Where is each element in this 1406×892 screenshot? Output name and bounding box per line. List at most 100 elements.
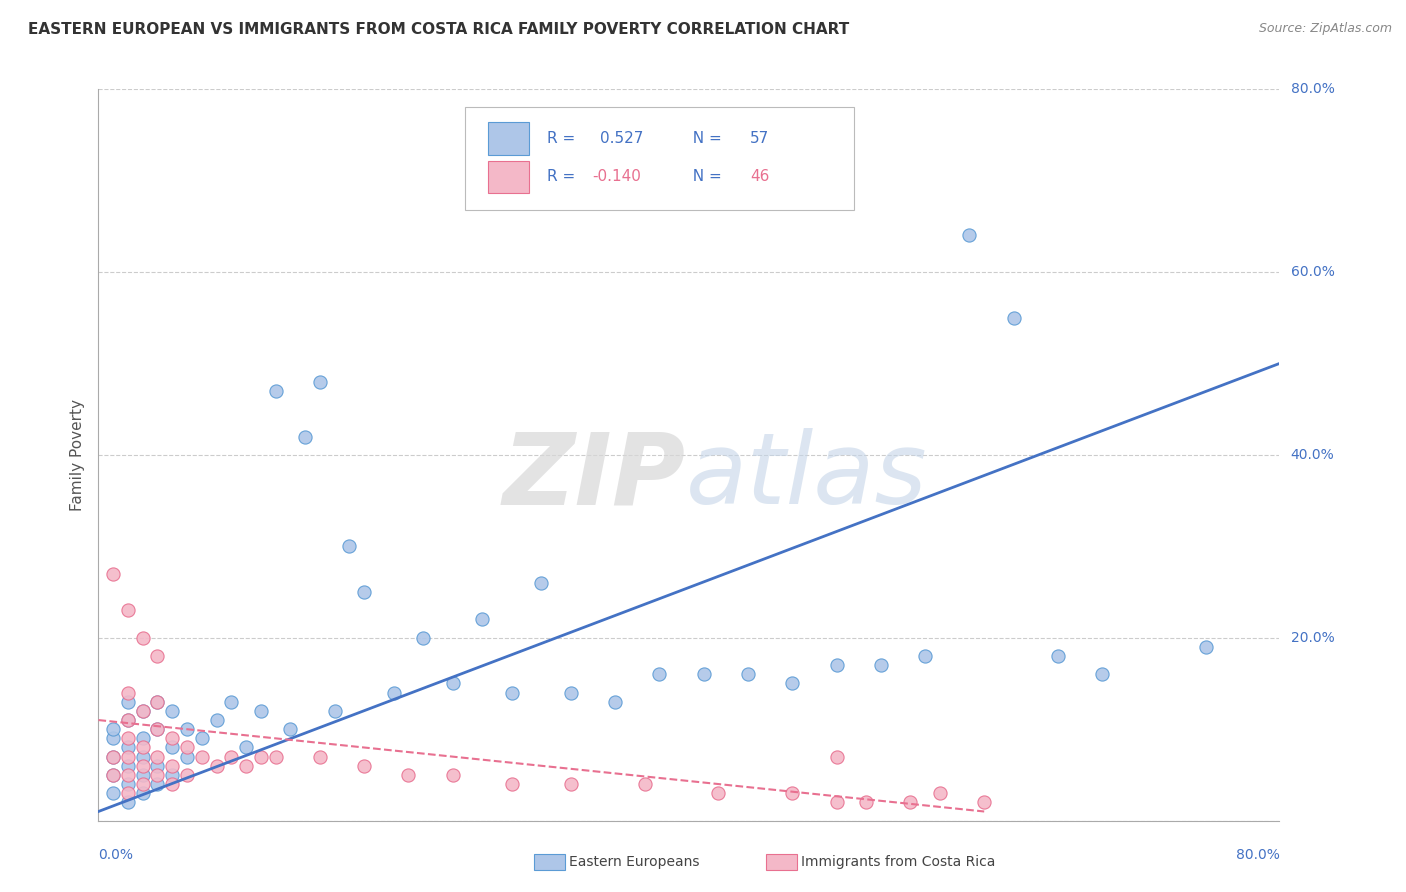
Point <box>146 777 169 791</box>
Point <box>191 731 214 746</box>
Point <box>235 758 257 772</box>
Point <box>782 676 804 690</box>
Text: -0.140: -0.140 <box>592 169 641 185</box>
Text: 40.0%: 40.0% <box>1291 448 1334 462</box>
Point <box>959 228 981 243</box>
Point <box>412 631 434 645</box>
Point <box>162 731 183 746</box>
Point <box>323 704 346 718</box>
Point <box>337 539 360 553</box>
Point <box>146 695 169 709</box>
Point <box>707 786 730 800</box>
Text: 80.0%: 80.0% <box>1236 848 1279 863</box>
Point <box>176 749 198 764</box>
Text: Immigrants from Costa Rica: Immigrants from Costa Rica <box>801 855 995 869</box>
Text: 0.0%: 0.0% <box>98 848 134 863</box>
Point <box>396 768 419 782</box>
Text: Eastern Europeans: Eastern Europeans <box>569 855 700 869</box>
FancyBboxPatch shape <box>464 108 855 210</box>
Point <box>146 723 169 737</box>
Point <box>117 768 139 782</box>
Point <box>146 723 169 737</box>
Point <box>250 749 273 764</box>
Point <box>117 740 139 755</box>
Point <box>1091 667 1114 681</box>
Point <box>146 649 169 664</box>
Point <box>633 777 655 791</box>
Point <box>869 658 891 673</box>
Point <box>132 777 155 791</box>
Point <box>501 777 523 791</box>
Point <box>501 685 523 699</box>
Point <box>103 749 125 764</box>
Point <box>103 566 125 581</box>
Point <box>132 786 155 800</box>
Point <box>825 749 848 764</box>
Point <box>278 723 302 737</box>
Point <box>353 758 375 772</box>
Point <box>264 749 287 764</box>
Point <box>117 758 139 772</box>
Point <box>825 796 848 810</box>
Point <box>205 758 228 772</box>
Text: 60.0%: 60.0% <box>1291 265 1334 279</box>
Point <box>309 375 332 389</box>
Point <box>162 740 183 755</box>
Point <box>560 777 582 791</box>
Point <box>103 768 125 782</box>
Bar <box>488 122 530 155</box>
Point <box>309 749 332 764</box>
Point <box>605 695 627 709</box>
Text: 80.0%: 80.0% <box>1291 82 1334 96</box>
Point <box>132 704 155 718</box>
Point <box>928 786 950 800</box>
Point <box>825 658 848 673</box>
Point <box>530 576 553 591</box>
Point <box>132 631 155 645</box>
Point <box>441 676 464 690</box>
Point <box>117 603 139 617</box>
Point <box>191 749 214 764</box>
Point <box>1046 649 1069 664</box>
Point <box>117 713 139 727</box>
Y-axis label: Family Poverty: Family Poverty <box>69 399 84 511</box>
Point <box>103 723 125 737</box>
Point <box>235 740 257 755</box>
Point <box>737 667 759 681</box>
Point <box>117 731 139 746</box>
Point <box>103 749 125 764</box>
Text: atlas: atlas <box>686 428 928 525</box>
Text: R =: R = <box>547 169 581 185</box>
Point <box>146 695 169 709</box>
Point <box>1002 310 1025 325</box>
Point <box>162 704 183 718</box>
Point <box>117 749 139 764</box>
Text: Source: ZipAtlas.com: Source: ZipAtlas.com <box>1258 22 1392 36</box>
Point <box>471 613 494 627</box>
Point <box>219 749 242 764</box>
Point <box>146 749 169 764</box>
Text: ZIP: ZIP <box>503 428 686 525</box>
Point <box>1195 640 1218 654</box>
Point <box>441 768 464 782</box>
Text: EASTERN EUROPEAN VS IMMIGRANTS FROM COSTA RICA FAMILY POVERTY CORRELATION CHART: EASTERN EUROPEAN VS IMMIGRANTS FROM COST… <box>28 22 849 37</box>
Point <box>176 740 198 755</box>
Point <box>117 796 139 810</box>
Text: 57: 57 <box>751 131 769 146</box>
Point <box>250 704 273 718</box>
Point <box>103 731 125 746</box>
Point <box>162 777 183 791</box>
Text: 46: 46 <box>751 169 769 185</box>
Point <box>117 685 139 699</box>
Point <box>914 649 936 664</box>
Point <box>103 786 125 800</box>
Point <box>117 695 139 709</box>
Point <box>382 685 405 699</box>
Point <box>117 786 139 800</box>
Text: 0.527: 0.527 <box>600 131 644 146</box>
Text: 20.0%: 20.0% <box>1291 631 1334 645</box>
Point <box>900 796 922 810</box>
Point <box>782 786 804 800</box>
Point <box>973 796 995 810</box>
Point <box>146 758 169 772</box>
